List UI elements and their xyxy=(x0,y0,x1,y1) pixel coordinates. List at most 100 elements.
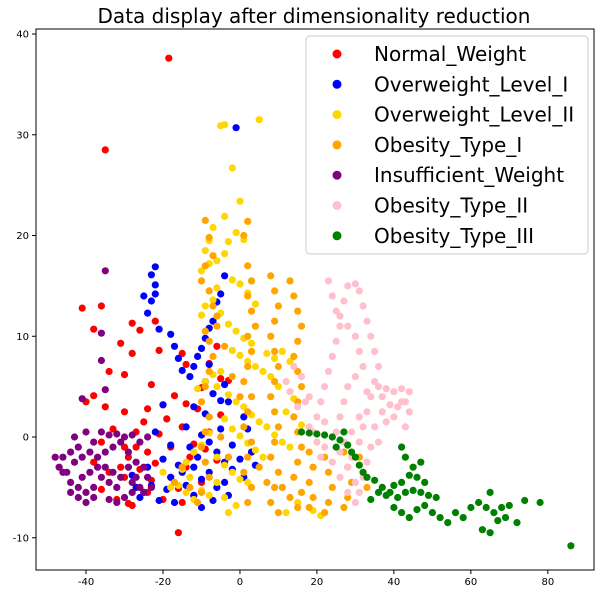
data-point xyxy=(421,479,428,486)
data-point xyxy=(165,55,172,62)
data-point xyxy=(344,282,351,289)
data-point xyxy=(298,489,305,496)
data-point xyxy=(152,460,159,467)
data-point xyxy=(163,415,170,422)
data-point xyxy=(140,418,147,425)
data-point xyxy=(383,418,390,425)
data-point xyxy=(67,479,74,486)
data-point xyxy=(179,499,186,506)
data-point xyxy=(271,484,278,491)
data-point xyxy=(59,469,66,476)
data-point xyxy=(67,489,74,496)
data-point xyxy=(286,494,293,501)
data-point xyxy=(494,517,501,524)
data-point xyxy=(306,393,313,400)
data-point xyxy=(352,499,359,506)
data-point xyxy=(244,292,251,299)
data-point xyxy=(106,431,113,438)
data-point xyxy=(256,116,263,123)
data-point xyxy=(263,350,270,357)
data-point xyxy=(144,433,151,440)
x-tick-label: 80 xyxy=(541,577,554,588)
data-point xyxy=(398,398,405,405)
data-point xyxy=(79,474,86,481)
data-point xyxy=(248,348,255,355)
data-point xyxy=(248,277,255,284)
data-point xyxy=(383,385,390,392)
data-point xyxy=(356,348,363,355)
data-point xyxy=(279,348,286,355)
data-point xyxy=(186,474,193,481)
data-point xyxy=(371,348,378,355)
data-point xyxy=(183,423,190,430)
data-point xyxy=(306,504,313,511)
data-point xyxy=(352,373,359,380)
data-point xyxy=(386,401,393,408)
data-point xyxy=(321,444,328,451)
data-point xyxy=(298,428,305,435)
data-point xyxy=(133,459,140,466)
data-point xyxy=(144,405,151,412)
data-point xyxy=(144,449,151,456)
data-point xyxy=(106,479,113,486)
data-point xyxy=(148,484,155,491)
data-point xyxy=(356,489,363,496)
data-point xyxy=(198,312,205,319)
data-point xyxy=(363,318,370,325)
data-point xyxy=(367,444,374,451)
data-point xyxy=(171,343,178,350)
data-point xyxy=(198,398,205,405)
data-point xyxy=(98,428,105,435)
data-point xyxy=(344,442,351,449)
data-point xyxy=(236,456,243,463)
data-point xyxy=(259,454,266,461)
data-point xyxy=(321,509,328,516)
data-point xyxy=(175,355,182,362)
data-point xyxy=(283,509,290,516)
data-point xyxy=(117,474,124,481)
data-point xyxy=(352,479,359,486)
data-point xyxy=(263,423,270,430)
data-point xyxy=(340,504,347,511)
data-point xyxy=(221,213,228,220)
data-point xyxy=(398,385,405,392)
data-point xyxy=(290,363,297,370)
data-point xyxy=(144,310,151,317)
data-point xyxy=(248,340,255,347)
data-point xyxy=(129,489,136,496)
data-point xyxy=(294,308,301,315)
data-point xyxy=(202,428,209,435)
data-point xyxy=(98,330,105,337)
data-point xyxy=(267,333,274,340)
data-point xyxy=(206,234,213,241)
data-point xyxy=(336,323,343,330)
data-point xyxy=(271,439,278,446)
data-point xyxy=(194,499,201,506)
y-tick-label: 30 xyxy=(16,130,29,141)
data-point xyxy=(244,408,251,415)
data-point xyxy=(183,400,190,407)
data-point xyxy=(225,454,232,461)
data-point xyxy=(375,489,382,496)
data-point xyxy=(90,494,97,501)
data-point xyxy=(336,313,343,320)
data-point xyxy=(240,232,247,239)
data-point xyxy=(213,479,220,486)
data-point xyxy=(244,218,251,225)
legend-label: Insufficient_Weight xyxy=(374,163,564,187)
data-point xyxy=(113,484,120,491)
data-point xyxy=(259,368,266,375)
data-point xyxy=(402,423,409,430)
data-point xyxy=(356,287,363,294)
data-point xyxy=(167,331,174,338)
data-point xyxy=(213,343,220,350)
data-point xyxy=(209,390,216,397)
data-point xyxy=(313,413,320,420)
data-point xyxy=(371,477,378,484)
data-point xyxy=(159,456,166,463)
data-point xyxy=(367,333,374,340)
data-point xyxy=(379,408,386,415)
data-point xyxy=(159,401,166,408)
data-point xyxy=(425,492,432,499)
data-point xyxy=(217,290,224,297)
